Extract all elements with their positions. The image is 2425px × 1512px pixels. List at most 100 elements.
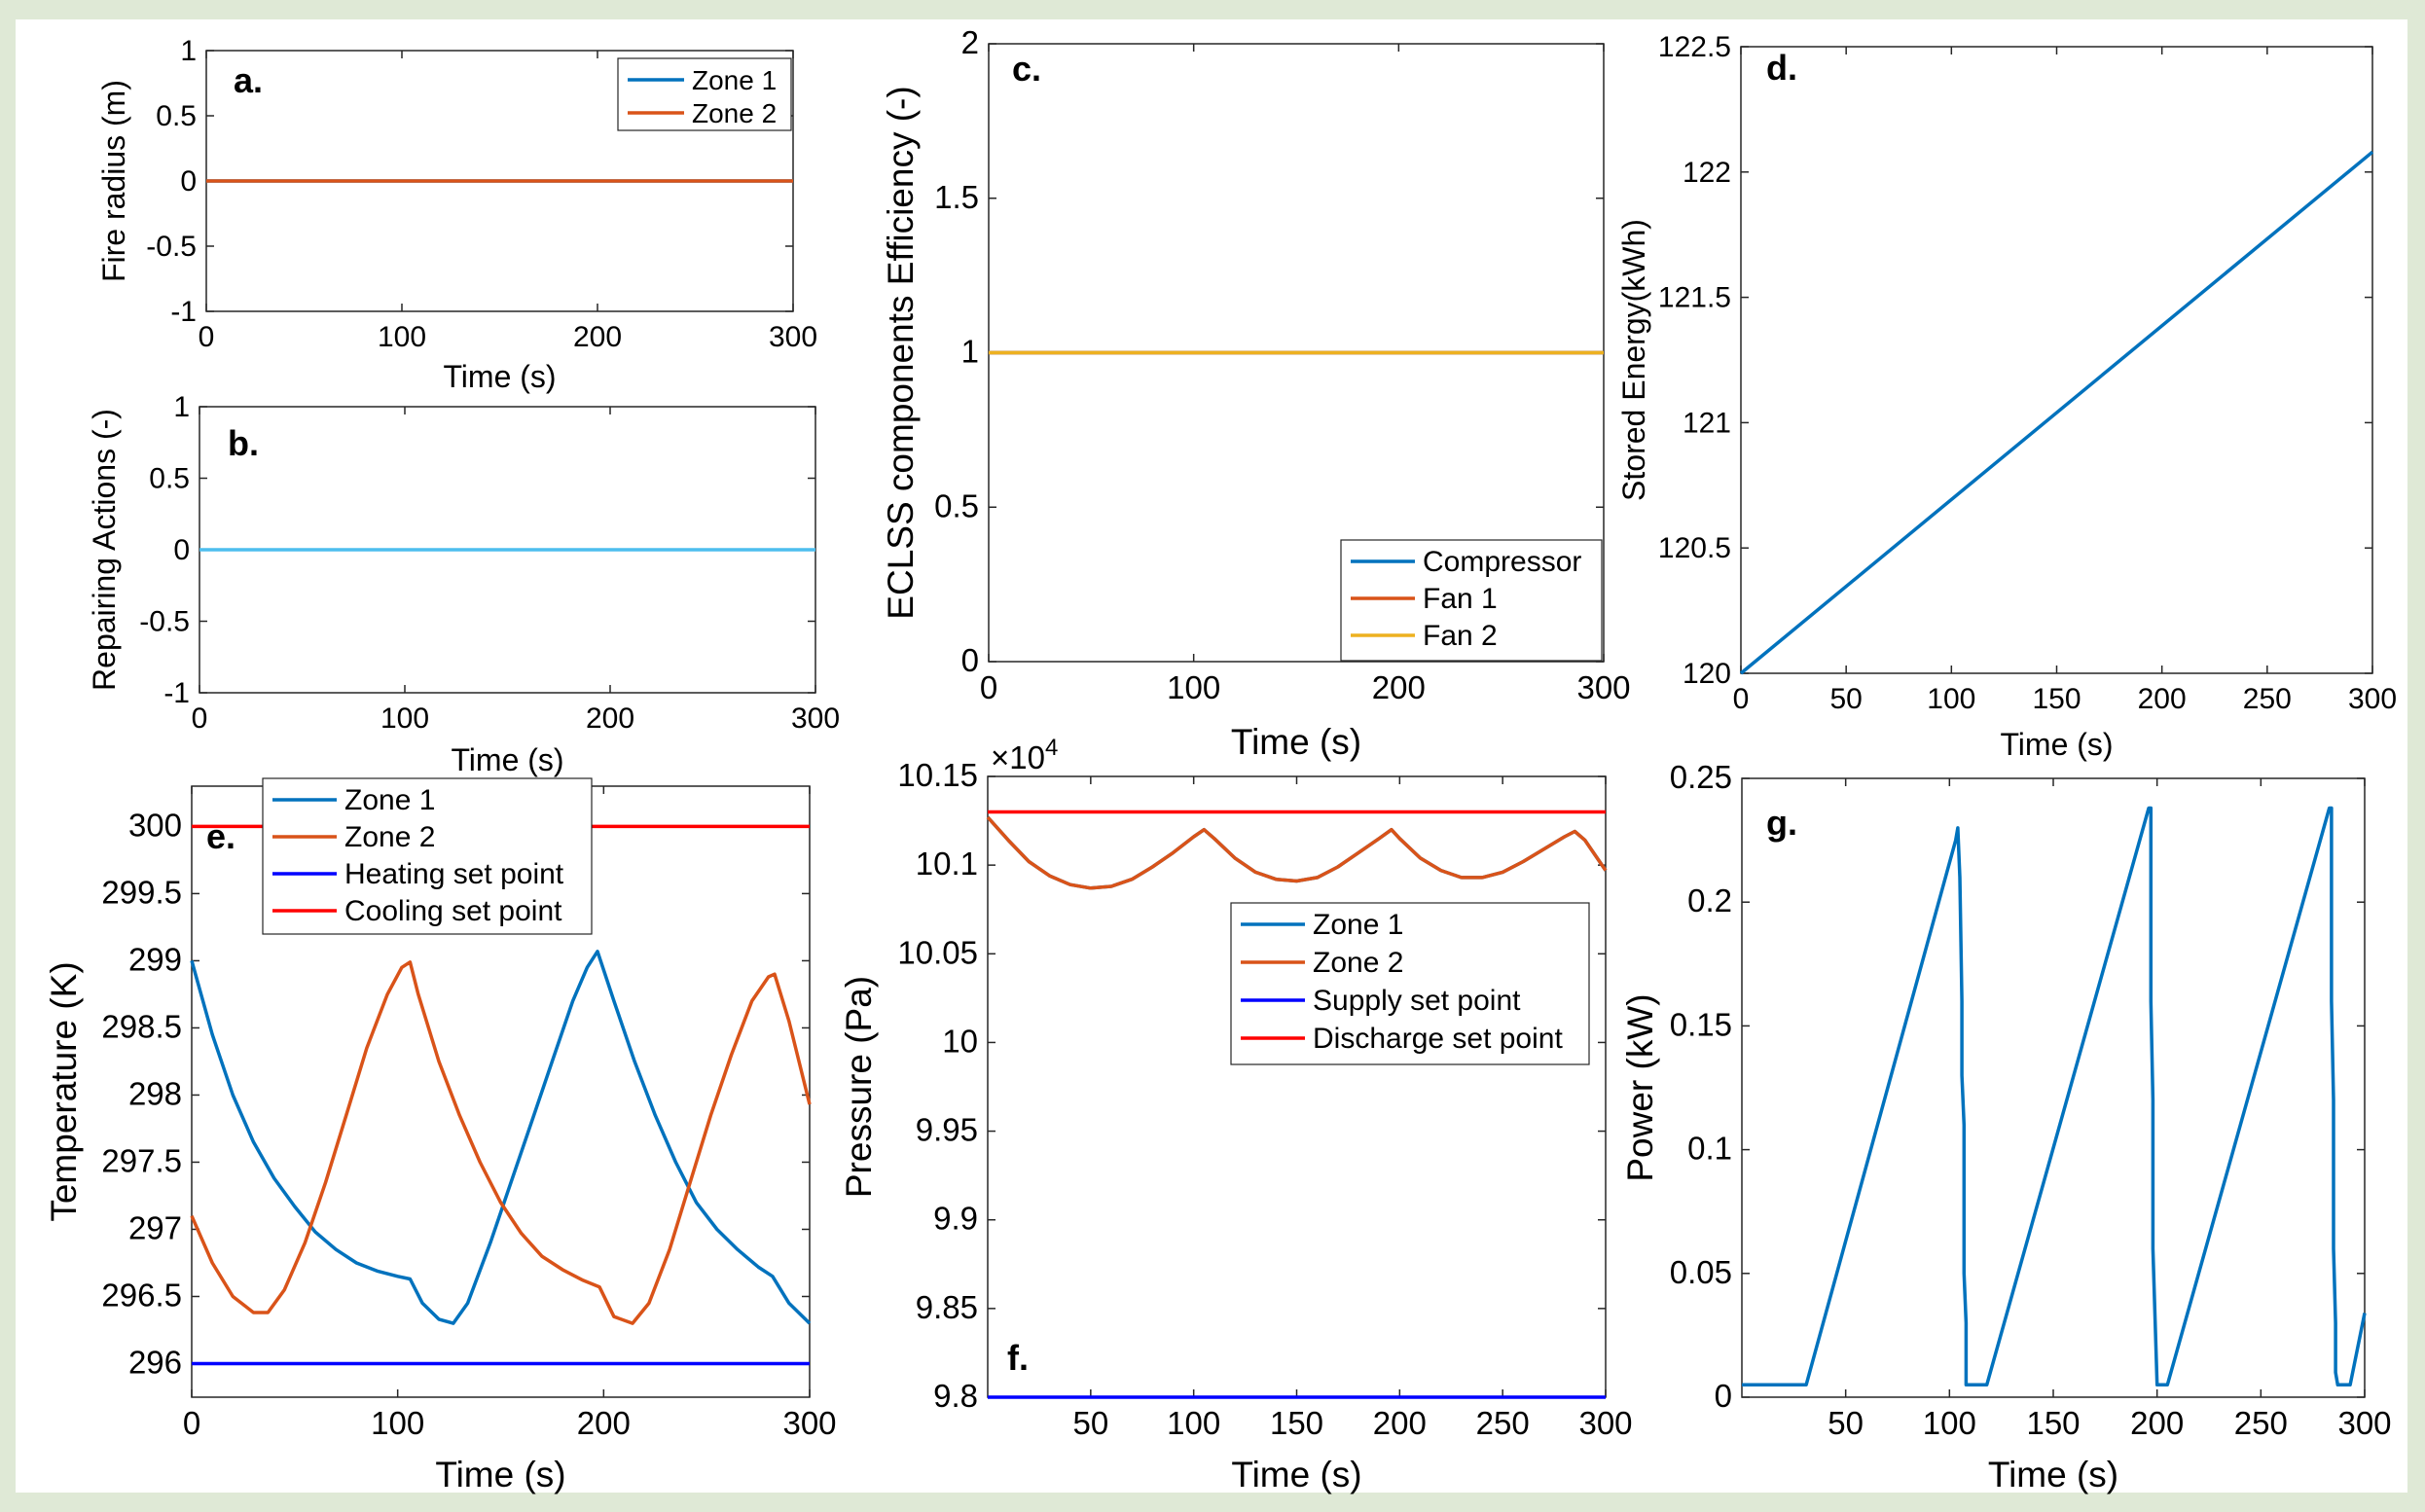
panel-label: g. [1766, 803, 1797, 843]
x-tick-label: 150 [2032, 683, 2081, 715]
panel-label: d. [1766, 48, 1797, 88]
y-tick-label: 299 [128, 941, 182, 977]
y-axis-label: ECLSS components Efficiency (-) [881, 86, 921, 619]
legend: Compressor Fan 1 Fan 2 [1340, 539, 1603, 662]
y-multiplier-base: ×10 [991, 739, 1045, 775]
y-tick-label: 298.5 [101, 1008, 182, 1044]
legend-entry: Supply set point [1313, 985, 1521, 1017]
y-tick-label: 9.9 [933, 1201, 978, 1237]
x-tick-label: 300 [2348, 683, 2397, 715]
x-tick-label: 100 [378, 321, 426, 353]
y-axis-label: Power (kW) [1620, 993, 1660, 1181]
y-tick-label: 0.5 [934, 487, 979, 523]
series-line-stored-energy [1739, 150, 2374, 675]
x-tick-label: 200 [2138, 683, 2187, 715]
legend: Zone 1 Zone 2 Heating set point Cooling set… [262, 777, 593, 935]
y-tick-label: 299.5 [101, 874, 182, 910]
plot-area [1741, 777, 2366, 1398]
legend-entry: Zone 2 [692, 98, 777, 128]
legend-entry: Fan 2 [1423, 620, 1498, 652]
x-tick-label: 200 [2130, 1405, 2184, 1441]
x-axis-label: Time (s) [1988, 1455, 2118, 1494]
x-tick-label: 100 [1923, 1405, 1976, 1441]
x-tick-label: 100 [1167, 1405, 1220, 1441]
legend-entry: Zone 1 [344, 784, 435, 816]
x-axis-label: Time (s) [1231, 722, 1361, 762]
y-axis-label: Repairing Actions (-) [87, 409, 122, 691]
legend-entry: Discharge set point [1313, 1023, 1563, 1055]
panel-label: e. [206, 816, 235, 856]
x-tick-label: 300 [2337, 1405, 2391, 1441]
chart-g: 50 100 150 200 250 300 0 0.05 0.1 0.15 0.2 0.25 Time… [1620, 759, 2392, 1494]
y-tick-label: 1 [173, 391, 190, 423]
y-tick-label: 0.05 [1670, 1254, 1732, 1290]
legend-entry: Zone 1 [692, 65, 777, 95]
x-tick-label: 100 [1167, 669, 1220, 705]
x-tick-label: 50 [1829, 683, 1862, 715]
chart-d: 0 50 100 150 200 250 300 120 120.5 121 121.5 122 122… [1616, 31, 2397, 762]
y-tick-label: 10 [942, 1023, 978, 1059]
x-tick-label: 50 [1828, 1405, 1864, 1441]
x-tick-label: 0 [1733, 683, 1750, 715]
y-tick-label: -1 [163, 677, 190, 709]
y-axis-label: Pressure (Pa) [839, 976, 879, 1198]
x-tick-label: 300 [791, 702, 840, 735]
x-tick-label: 100 [1927, 683, 1975, 715]
y-tick-label: 10.05 [897, 934, 978, 970]
y-axis-label: Stored Energy(kWh) [1616, 219, 1651, 501]
chart-f: 50 100 150 200 250 300 9.8 9.85 9.9 9.95 10 10.05 10… [839, 735, 1633, 1494]
legend-entry: Heating set point [344, 858, 564, 890]
y-tick-label: 9.95 [916, 1112, 978, 1148]
y-tick-label: 9.85 [916, 1289, 978, 1325]
y-tick-label: 10.15 [897, 757, 978, 793]
chart-b: 0 100 200 300 -1 -0.5 0 0.5 1 Time (s) Repairing A… [87, 391, 840, 777]
series-line-power [1742, 806, 2367, 1387]
x-tick-label: 300 [782, 1405, 836, 1441]
x-tick-label: 300 [1578, 1405, 1632, 1441]
panel-label: a. [234, 60, 263, 100]
y-tick-label: 0 [961, 642, 979, 678]
x-axis-label: Time (s) [451, 742, 563, 777]
y-tick-label: 9.8 [933, 1378, 978, 1414]
y-tick-label: 121.5 [1658, 282, 1731, 314]
x-tick-label: 200 [1373, 1405, 1427, 1441]
x-tick-label: 250 [2243, 683, 2292, 715]
x-axis-label: Time (s) [435, 1455, 565, 1494]
x-tick-label: 0 [183, 1405, 200, 1441]
y-axis-label: Fire radius (m) [96, 80, 131, 282]
x-tick-label: 50 [1072, 1405, 1108, 1441]
x-tick-label: 100 [380, 702, 429, 735]
x-tick-label: 300 [1576, 669, 1630, 705]
y-tick-label: 0.2 [1687, 882, 1732, 918]
y-tick-label: 297 [128, 1209, 182, 1245]
x-axis-label: Time (s) [2000, 727, 2113, 762]
y-tick-label: 0.5 [149, 463, 190, 495]
y-tick-label: -0.5 [139, 606, 190, 638]
x-tick-label: 300 [769, 321, 817, 353]
x-axis-label: Time (s) [1231, 1455, 1361, 1494]
y-tick-label: 1 [961, 334, 979, 370]
legend: Zone 1 Zone 2 Supply set point Discharge se… [1230, 902, 1590, 1065]
panel-label: c. [1012, 49, 1041, 89]
x-tick-label: 250 [2234, 1405, 2288, 1441]
chart-a: 0 100 200 300 -1 -0.5 0 0.5 1 Time (s) Fire radius… [96, 35, 817, 394]
chart-c: 0 100 200 300 0 0.5 1 1.5 2 Time (s) ECLSS compone… [881, 24, 1631, 762]
legend-entry: Zone 2 [1313, 947, 1403, 979]
series-line-zone-2 [986, 815, 1608, 890]
y-tick-label: -1 [170, 296, 197, 328]
y-tick-label: 2 [961, 24, 979, 60]
plot-area [1740, 46, 2373, 674]
y-tick-label: 120 [1683, 658, 1731, 690]
y-tick-label: 0.5 [156, 100, 197, 132]
y-multiplier: ×104 [991, 735, 1058, 775]
legend-entry: Zone 1 [1313, 909, 1403, 941]
y-tick-label: 1.5 [934, 179, 979, 215]
y-tick-label: 0 [173, 534, 190, 566]
legend-box [262, 777, 593, 935]
plot-area [987, 775, 1607, 1398]
x-tick-label: 0 [192, 702, 208, 735]
y-tick-label: 297.5 [101, 1142, 182, 1178]
y-tick-label: 0 [1715, 1378, 1732, 1414]
